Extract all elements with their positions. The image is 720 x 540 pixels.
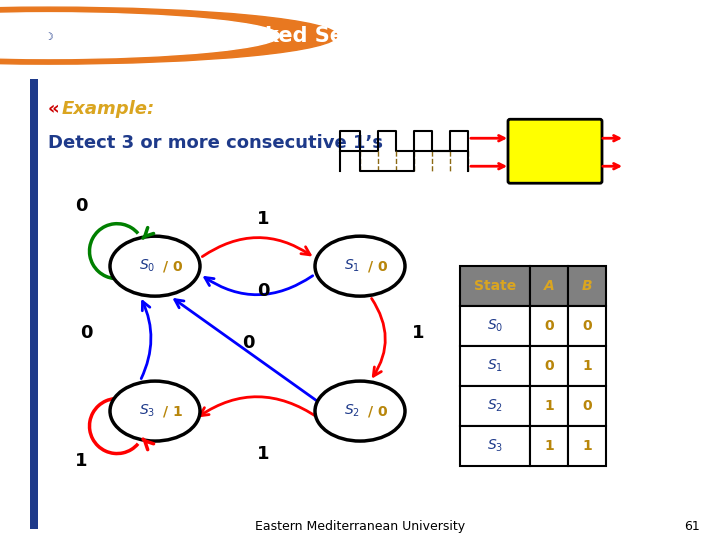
Circle shape — [0, 13, 279, 58]
Ellipse shape — [315, 236, 405, 296]
Text: Detect 3 or more consecutive 1’s: Detect 3 or more consecutive 1’s — [48, 134, 383, 152]
Bar — [530, 306, 568, 346]
FancyBboxPatch shape — [508, 119, 602, 183]
Text: 1: 1 — [75, 452, 88, 470]
Text: 0: 0 — [544, 359, 554, 373]
Text: 61: 61 — [684, 519, 700, 532]
Text: 0: 0 — [257, 282, 269, 300]
Text: $S_3$: $S_3$ — [487, 438, 503, 454]
Text: 0: 0 — [582, 319, 592, 333]
Text: 1: 1 — [582, 359, 592, 373]
Bar — [568, 306, 606, 346]
Text: $S_0$: $S_0$ — [139, 258, 155, 274]
Text: 0: 0 — [80, 324, 92, 342]
Text: «: « — [48, 100, 60, 118]
Text: A: A — [544, 279, 554, 293]
Bar — [30, 79, 38, 529]
Text: 1: 1 — [257, 210, 269, 228]
Text: Eastern Mediterranean University: Eastern Mediterranean University — [255, 519, 465, 532]
Text: 1: 1 — [582, 439, 592, 453]
Text: / 0: / 0 — [368, 404, 388, 418]
Text: 1: 1 — [412, 324, 425, 342]
Bar — [460, 426, 530, 466]
Ellipse shape — [110, 236, 200, 296]
Text: B: B — [582, 279, 593, 293]
Text: State: State — [474, 279, 516, 293]
Bar — [460, 306, 530, 346]
Circle shape — [0, 6, 351, 65]
Bar — [568, 346, 606, 386]
Bar — [460, 266, 530, 306]
Text: / 0: / 0 — [163, 259, 183, 273]
Text: 0: 0 — [582, 399, 592, 413]
Bar — [530, 266, 568, 306]
Text: 0: 0 — [75, 197, 88, 215]
Text: $S_1$: $S_1$ — [487, 358, 503, 374]
Bar — [568, 426, 606, 466]
Text: $S_0$: $S_0$ — [487, 318, 503, 334]
Text: 1: 1 — [544, 399, 554, 413]
Text: Design of Clocked Sequential Circuits: Design of Clocked Sequential Circuits — [97, 25, 539, 46]
Bar — [460, 386, 530, 426]
Text: ☽: ☽ — [45, 32, 53, 42]
Bar — [530, 386, 568, 426]
Text: $S_2$: $S_2$ — [487, 398, 503, 414]
Bar — [460, 346, 530, 386]
Circle shape — [0, 7, 337, 64]
Text: $S_2$: $S_2$ — [344, 403, 360, 419]
Text: / 0: / 0 — [368, 259, 388, 273]
Text: 0: 0 — [544, 319, 554, 333]
Ellipse shape — [110, 381, 200, 441]
Bar — [530, 426, 568, 466]
Text: $S_3$: $S_3$ — [139, 403, 155, 419]
Text: 0: 0 — [242, 334, 254, 352]
Text: / 1: / 1 — [163, 404, 183, 418]
Text: 1: 1 — [257, 445, 269, 463]
Text: $S_1$: $S_1$ — [344, 258, 360, 274]
Bar — [530, 346, 568, 386]
Text: 1: 1 — [544, 439, 554, 453]
Bar — [568, 266, 606, 306]
Bar — [568, 386, 606, 426]
Text: Example:: Example: — [62, 100, 156, 118]
Ellipse shape — [315, 381, 405, 441]
